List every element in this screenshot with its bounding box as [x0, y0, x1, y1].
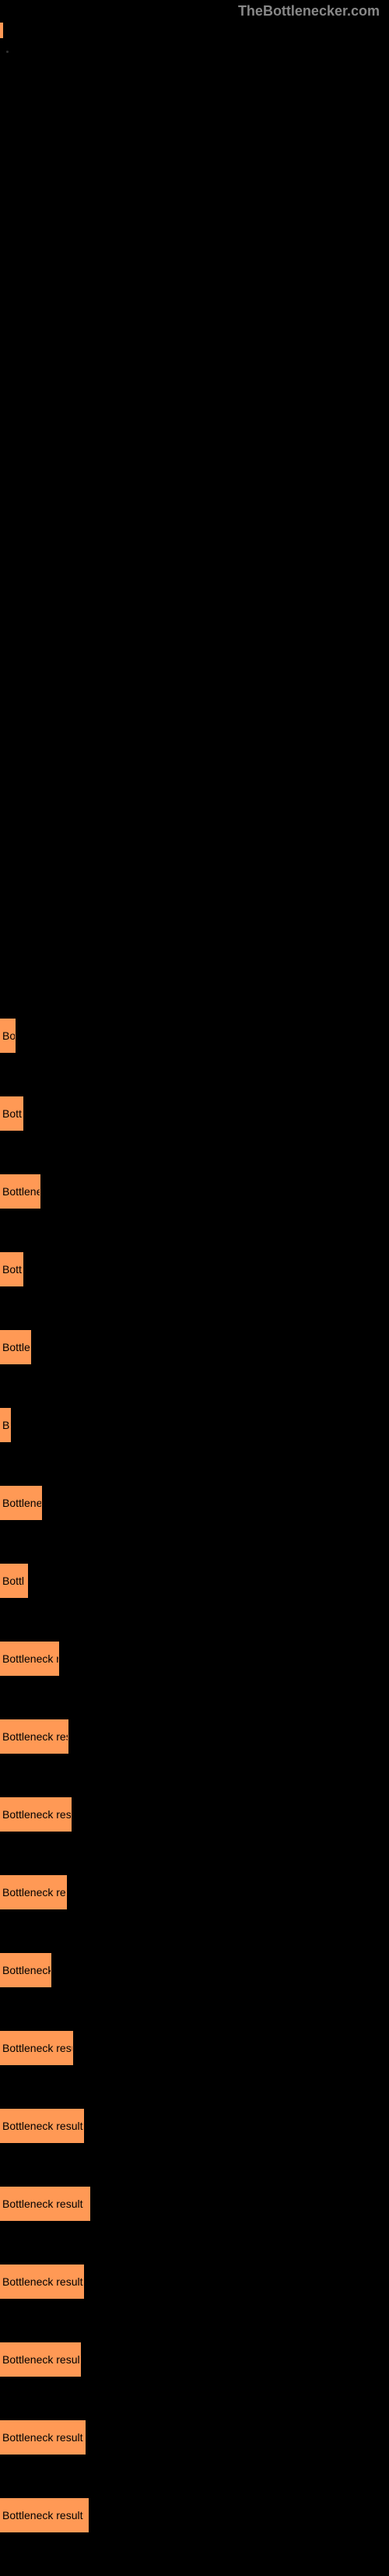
bar: Bott — [0, 1252, 23, 1286]
bar: Bottleneck result — [0, 2420, 86, 2455]
bar: Bottle — [0, 1330, 31, 1364]
bar-label: B — [2, 1419, 9, 1431]
bar-label: Bott — [2, 1263, 22, 1276]
bar-label: Bottlene — [2, 1185, 40, 1198]
bar-row: Bottleneck result — [0, 2265, 389, 2299]
bar-label: Bottleneck result — [2, 2509, 83, 2521]
bar-label: Bottleneck resu — [2, 2042, 73, 2054]
bar-row: B — [0, 1408, 389, 1442]
bar: Bottleneck r — [0, 1642, 59, 1676]
bar-row: Bottleneck resu — [0, 2031, 389, 2065]
bar-label: Bottleneck res — [2, 1730, 68, 1743]
bar: Bottleneck resu — [0, 1797, 72, 1832]
bar: Bottl — [0, 1564, 28, 1598]
bar-label: Bott — [2, 1107, 22, 1120]
bar: Bottleneck res — [0, 1719, 68, 1754]
bar-label: Bottle — [2, 1341, 30, 1353]
bar: Bo — [0, 1019, 16, 1053]
bar-label: Bottleneck result — [2, 2353, 81, 2366]
bar-row: Bott — [0, 1096, 389, 1131]
bar-row: Bottleneck result — [0, 2342, 389, 2377]
bar: Bottleneck result — [0, 2342, 81, 2377]
bar-row: Bottleneck resu — [0, 1797, 389, 1832]
brand-text: TheBottlenecker.com — [0, 0, 389, 19]
small-dot — [6, 51, 9, 53]
bar-label: Bottleneck result — [2, 2431, 83, 2444]
bar: Bott — [0, 1096, 23, 1131]
bar-label: Bottl — [2, 1575, 24, 1587]
bar-label: Bottlene — [2, 1497, 42, 1509]
bar-label: Bottleneck result — [2, 2120, 83, 2132]
bar: Bottleneck — [0, 1953, 51, 1987]
bar-row: Bottleneck result — [0, 2420, 389, 2455]
bar-row: Bottleneck result — [0, 2109, 389, 2143]
bar-label: Bottleneck result — [2, 2198, 83, 2210]
bar: Bottleneck result — [0, 2109, 84, 2143]
bar-row: Bottleneck r — [0, 1642, 389, 1676]
bar: Bottlene — [0, 1486, 42, 1520]
bar: Bottleneck result — [0, 2265, 84, 2299]
bar-label: Bottleneck r — [2, 1652, 59, 1665]
left-accent-marker — [0, 23, 3, 38]
bar-label: Bottleneck resu — [2, 1808, 72, 1821]
bar-row: Bottleneck result — [0, 2187, 389, 2221]
bar: Bottleneck res — [0, 1875, 67, 1909]
bar-row: Bott — [0, 1252, 389, 1286]
bar-row: Bottle — [0, 1330, 389, 1364]
bar: Bottleneck result — [0, 2498, 89, 2532]
bar-row: Bottleneck res — [0, 1875, 389, 1909]
bar-row: Bottlene — [0, 1174, 389, 1209]
bar-label: Bottleneck res — [2, 1886, 67, 1899]
bar-label: Bottleneck — [2, 1964, 51, 1976]
bar: Bottlene — [0, 1174, 40, 1209]
bar-chart: Bo Bott Bottlene Bott Bottle B Bottlene Bottl Bo… — [0, 1019, 389, 2532]
bar: Bottleneck result — [0, 2187, 90, 2221]
bar-row: Bo — [0, 1019, 389, 1053]
bar-row: Bottleneck result — [0, 2498, 389, 2532]
bar-row: Bottlene — [0, 1486, 389, 1520]
bar: B — [0, 1408, 11, 1442]
bar-label: Bo — [2, 1029, 16, 1042]
bar-row: Bottl — [0, 1564, 389, 1598]
bar-row: Bottleneck res — [0, 1719, 389, 1754]
bar-label: Bottleneck result — [2, 2275, 83, 2288]
bar-row: Bottleneck — [0, 1953, 389, 1987]
bar: Bottleneck resu — [0, 2031, 73, 2065]
